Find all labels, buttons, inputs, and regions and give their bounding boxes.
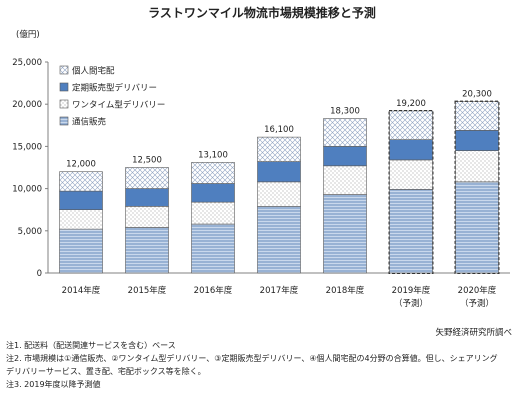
bar-segment-one-time-delivery — [323, 165, 367, 195]
y-tick-label: 5,000 — [18, 227, 42, 237]
bar-segment-mail-order — [191, 223, 235, 274]
bar-segment-c2c-delivery — [389, 110, 433, 140]
bar-total-label: 12,500 — [132, 156, 162, 166]
bar-segment-c2c-delivery — [257, 136, 301, 162]
bar-segment-subscription-delivery — [257, 161, 301, 183]
x-category-sublabel: （予測） — [394, 298, 428, 309]
x-category-label: 2014年度 — [62, 285, 101, 296]
bar-segment-one-time-delivery — [257, 181, 301, 207]
legend-label: 定期販売型デリバリー — [72, 83, 157, 94]
bar-total-label: 19,200 — [396, 99, 426, 109]
bar-segment-subscription-delivery — [389, 139, 433, 161]
forecast-outline — [454, 100, 500, 274]
x-category-label: 2017年度 — [260, 285, 299, 296]
bar-segment-mail-order — [59, 228, 103, 274]
chart-title: ラストワンマイル物流市場規模推移と予測 — [148, 6, 376, 20]
source-credit: 矢野経済研究所調べ — [435, 328, 512, 338]
bar-segment-one-time-delivery — [455, 150, 499, 183]
bar-segment-mail-order — [389, 189, 433, 274]
y-tick-label: 20,000 — [12, 100, 42, 110]
bar-total-label: 12,000 — [66, 160, 96, 170]
legend-swatch — [59, 82, 69, 92]
bar-segment-one-time-delivery — [191, 201, 235, 225]
bar-segment-c2c-delivery — [125, 167, 169, 189]
legend-label: 個人間宅配 — [72, 66, 115, 77]
bar-segment-c2c-delivery — [323, 118, 367, 147]
x-category-label: 2019年度 — [392, 285, 431, 296]
bar-segment-c2c-delivery — [59, 171, 103, 192]
note-2: 注2. 市場規模は①通信販売、②ワンタイム型デリバリー、③定期販売型デリバリー、… — [6, 354, 498, 363]
y-tick-label: 10,000 — [12, 185, 42, 195]
bar-segment-subscription-delivery — [455, 130, 499, 151]
bar-segment-subscription-delivery — [323, 146, 367, 167]
y-axis-unit-label: (億円) — [16, 30, 40, 40]
bar-segment-one-time-delivery — [389, 159, 433, 190]
y-tick-label: 25,000 — [12, 58, 42, 68]
chart-plot: 0 5,000 10,000 15,000 20,000 25,000 12,000 201… — [12, 58, 510, 309]
bar-segment-c2c-delivery — [455, 101, 499, 131]
x-category-label: 2018年度 — [326, 285, 365, 296]
y-tick-label: 15,000 — [12, 142, 42, 152]
bar-segment-mail-order — [323, 194, 367, 274]
bar-segment-one-time-delivery — [59, 209, 103, 230]
forecast-outline — [388, 109, 434, 275]
note-1: 注1. 配送料（配送関連サービスを含む）ベース — [6, 341, 176, 350]
x-category-label: 2016年度 — [194, 285, 233, 296]
x-category-label: 2020年度 — [458, 285, 497, 296]
bar-segment-one-time-delivery — [125, 206, 169, 228]
legend-swatch — [59, 65, 69, 75]
note-2-continued: デリバリーサービス、置き配、宅配ボックス等を除く。 — [6, 367, 206, 376]
legend-swatch — [59, 116, 69, 126]
x-category-sublabel: （予測） — [460, 298, 494, 309]
bar-segment-mail-order — [257, 206, 301, 274]
bar-total-label: 13,100 — [198, 150, 228, 160]
note-3: 注3. 2019年度以降予測値 — [6, 380, 101, 389]
bar-segment-subscription-delivery — [59, 190, 103, 211]
legend-label: 通信販売 — [72, 117, 107, 128]
bar-segment-subscription-delivery — [191, 183, 235, 203]
legend-label: ワンタイム型デリバリー — [72, 100, 165, 111]
bar-segment-subscription-delivery — [125, 188, 169, 207]
bar-total-label: 18,300 — [330, 107, 360, 117]
legend-swatch — [59, 99, 69, 109]
y-tick-label: 0 — [37, 269, 42, 279]
bar-segment-mail-order — [455, 181, 499, 274]
bar-segment-mail-order — [125, 227, 169, 274]
bar-total-label: 16,100 — [264, 125, 294, 135]
bar-total-label: 20,300 — [462, 90, 492, 100]
x-category-label: 2015年度 — [128, 285, 167, 296]
bar-segment-c2c-delivery — [191, 162, 235, 184]
